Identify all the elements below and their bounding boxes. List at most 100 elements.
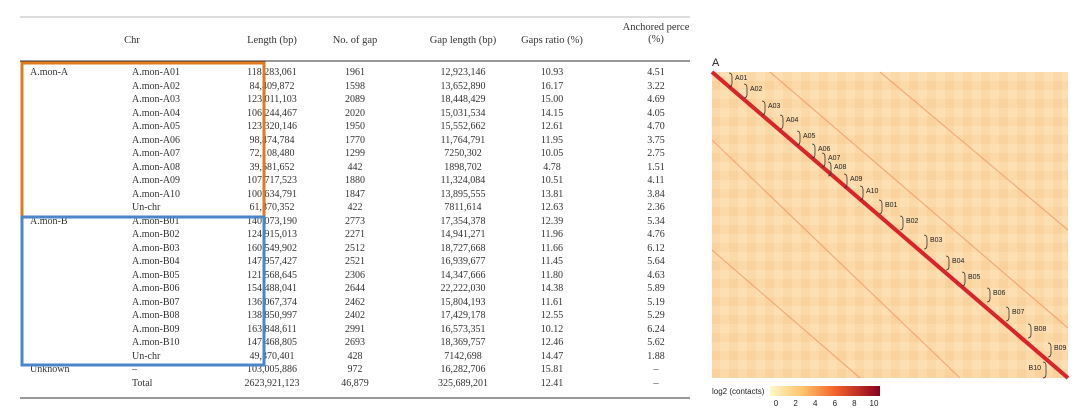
cell: 2991 (345, 323, 365, 335)
cell: Un-chr (132, 202, 161, 213)
chrom-label: A05 (803, 133, 816, 140)
cell: 325,689,201 (438, 377, 488, 389)
chrom-label: B06 (993, 290, 1006, 297)
cell: 5.34 (647, 215, 665, 227)
colorbar-tick: 0 (774, 399, 779, 408)
cell: 16,573,351 (440, 323, 486, 335)
cell: 1.88 (647, 350, 665, 362)
cell: 7142,698 (444, 350, 482, 362)
cell: 422 (347, 202, 363, 213)
cell: 5.89 (647, 283, 665, 294)
cell: 3.75 (647, 134, 665, 146)
group-cell: A.mon-B (30, 215, 68, 227)
chrom-label: B09 (1054, 345, 1067, 352)
cell: 1770 (345, 134, 365, 146)
colorbar-title: log2 (contacts) (712, 387, 765, 396)
bracket (899, 215, 904, 231)
cell: 14.15 (540, 107, 564, 119)
group-cell: A.mon-A (30, 67, 69, 78)
colorbar-tick: 2 (793, 399, 798, 408)
cell: 12.39 (540, 215, 564, 227)
cell: 12.63 (540, 202, 564, 213)
cell: 5.29 (647, 310, 665, 321)
cell: A.mon-A09 (132, 175, 181, 186)
cell: 136,067,374 (247, 296, 297, 308)
cell: 17,429,178 (440, 310, 486, 321)
cell: 121,568,645 (247, 269, 297, 281)
chrom-label: B04 (952, 258, 965, 265)
cell: A.mon-A08 (132, 161, 181, 173)
chrom-label: B05 (968, 274, 981, 281)
cell: A.mon-A06 (132, 134, 181, 146)
cell: A.mon-A05 (132, 121, 181, 132)
cell: 138,850,997 (247, 310, 297, 321)
cell: 2623,921,123 (244, 377, 300, 389)
header-cell: Length (bp) (247, 35, 297, 46)
cell: 15,804,193 (440, 296, 486, 308)
cell: A.mon-B07 (132, 296, 180, 308)
cell: 106,244,467 (247, 107, 297, 119)
colorbar-tick: 8 (852, 399, 857, 408)
cell: 4.11 (647, 175, 665, 186)
cell: 4.63 (647, 269, 665, 281)
cell: 160,549,902 (247, 242, 297, 254)
bracket (1027, 323, 1032, 339)
cell: 4.51 (647, 67, 665, 78)
cell: 13.81 (540, 188, 564, 200)
cell: 2521 (345, 256, 365, 267)
cell: 2512 (345, 242, 365, 254)
chrom-label: B02 (906, 218, 919, 225)
cell: 3.22 (647, 80, 665, 92)
cell: 4.76 (647, 229, 665, 240)
cell: 147,468,805 (247, 337, 297, 348)
bracket (843, 173, 848, 189)
cell: 16,282,706 (440, 364, 486, 375)
chrom-label: B10 (1029, 365, 1042, 372)
cell: 3.84 (647, 188, 665, 200)
cell: 18,448,429 (440, 94, 486, 105)
chrom-label: A07 (828, 155, 841, 162)
bracket (811, 143, 816, 159)
cell: 11.80 (540, 269, 564, 281)
bracket (1005, 306, 1010, 322)
cell: 14.47 (540, 350, 564, 362)
cell: 1961 (345, 67, 365, 78)
bracket (779, 114, 784, 130)
bracket (1042, 361, 1047, 379)
cell: 103,005,886 (247, 364, 297, 375)
cell: 11.96 (540, 229, 564, 240)
cell: 10.05 (540, 148, 564, 159)
cell: A.mon-B09 (132, 323, 180, 335)
group-cell: Unknown (30, 364, 70, 375)
cell: 123,320,146 (247, 121, 297, 132)
bracket (878, 199, 883, 215)
header-cell: Gap length (bp) (429, 35, 497, 46)
cell: 11.61 (540, 296, 564, 308)
chrom-label: A08 (834, 164, 847, 171)
cell: 118,283,061 (247, 67, 297, 78)
colorbar-tick: 6 (833, 399, 838, 408)
cell: 5.64 (647, 256, 665, 267)
heatmap (712, 72, 1068, 378)
bracket (859, 185, 864, 201)
cell: 11.95 (540, 134, 564, 146)
chrom-label: A02 (750, 86, 763, 93)
cell: 15,552,662 (440, 121, 486, 132)
cell: 39,681,652 (249, 161, 295, 173)
cell: – (132, 364, 137, 375)
cell: Un-chr (132, 350, 161, 362)
cell: 6.24 (647, 323, 665, 335)
chrom-label: A06 (818, 146, 831, 153)
cell: 2693 (345, 337, 365, 348)
diagonal (710, 70, 1070, 380)
header-cell: Chr (124, 35, 140, 46)
cell: 15.81 (540, 364, 564, 375)
cell: 2402 (345, 310, 365, 321)
cell: 14,941,271 (440, 229, 486, 240)
cell: 5.19 (647, 296, 665, 308)
cell: 2020 (345, 107, 365, 119)
cell: 4.70 (647, 121, 665, 132)
colorbar (770, 386, 880, 396)
cell: 107,717,523 (247, 175, 297, 186)
